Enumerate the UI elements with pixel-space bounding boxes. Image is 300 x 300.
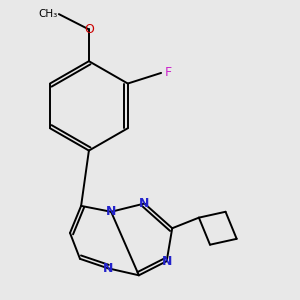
Text: N: N xyxy=(161,255,172,268)
Text: N: N xyxy=(103,262,113,275)
Text: O: O xyxy=(84,23,94,36)
Text: N: N xyxy=(106,205,116,218)
Text: N: N xyxy=(139,197,150,210)
Text: F: F xyxy=(164,66,172,80)
Text: CH₃: CH₃ xyxy=(38,9,57,19)
